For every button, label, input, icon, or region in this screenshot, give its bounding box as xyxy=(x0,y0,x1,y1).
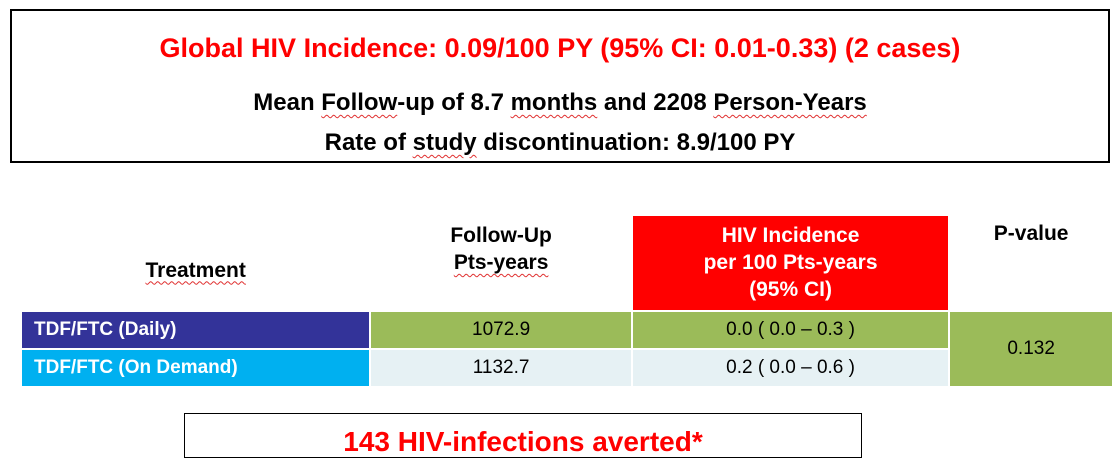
header-incidence-line2: per 100 Pts-years xyxy=(703,251,878,274)
incidence-on-demand: 0.2 ( 0.0 – 0.6 ) xyxy=(630,348,951,388)
incidence-daily: 0.0 ( 0.0 – 0.3 ) xyxy=(630,310,951,350)
pvalue-cell: 0.132 xyxy=(948,310,1114,388)
results-table: Treatment Follow-Up Pts-years HIV Incide… xyxy=(19,214,1114,388)
header-pvalue: P-value xyxy=(948,214,1114,312)
followup-daily: 1072.9 xyxy=(369,310,633,350)
header-incidence-line3: (95% CI) xyxy=(749,278,832,301)
headline: Global HIV Incidence: 0.09/100 PY (95% C… xyxy=(159,33,961,63)
followup-on-demand: 1132.7 xyxy=(369,348,633,388)
header-treatment: Treatment xyxy=(19,214,372,312)
discontinuation-summary: Rate of study discontinuation: 8.9/100 P… xyxy=(12,129,1108,157)
infections-averted-text: 143 HIV-infections averted* xyxy=(343,426,703,457)
header-followup-line1: Follow-Up xyxy=(450,224,552,247)
followup-summary-text: -up of 8.7 xyxy=(397,89,511,116)
table-row: TDF/FTC (On Demand) 1132.7 0.2 ( 0.0 – 0… xyxy=(19,348,1113,388)
treatment-on-demand: TDF/FTC (On Demand) xyxy=(19,348,372,388)
infections-averted-box: 143 HIV-infections averted* xyxy=(184,413,862,458)
discontinuation-text: discontinuation: 8.9/100 PY xyxy=(476,129,796,156)
header-incidence: HIV Incidence per 100 Pts-years (95% CI) xyxy=(630,214,951,312)
table-header-row: Treatment Follow-Up Pts-years HIV Incide… xyxy=(19,214,1114,312)
treatment-daily: TDF/FTC (Daily) xyxy=(19,310,372,350)
header-followup: Follow-Up Pts-years xyxy=(369,214,633,312)
followup-summary-text: and 2208 xyxy=(597,89,714,116)
discontinuation-text: Rate of xyxy=(324,129,413,156)
discontinuation-text: study xyxy=(412,129,477,156)
header-treatment-label: Treatment xyxy=(145,258,246,282)
header-followup-line2: Pts-years xyxy=(453,251,549,274)
summary-box: Global HIV Incidence: 0.09/100 PY (95% C… xyxy=(10,9,1110,163)
table-row: TDF/FTC (Daily) 1072.9 0.0 ( 0.0 – 0.3 )… xyxy=(19,310,1114,388)
followup-summary-text: Person-Years xyxy=(713,89,867,116)
followup-summary-text: months xyxy=(510,89,598,116)
followup-summary: Mean Follow-up of 8.7 months and 2208 Pe… xyxy=(12,89,1108,117)
followup-summary-text: Mean xyxy=(253,89,322,116)
header-incidence-line1: HIV Incidence xyxy=(721,224,860,247)
followup-summary-text: Follow xyxy=(321,89,398,116)
